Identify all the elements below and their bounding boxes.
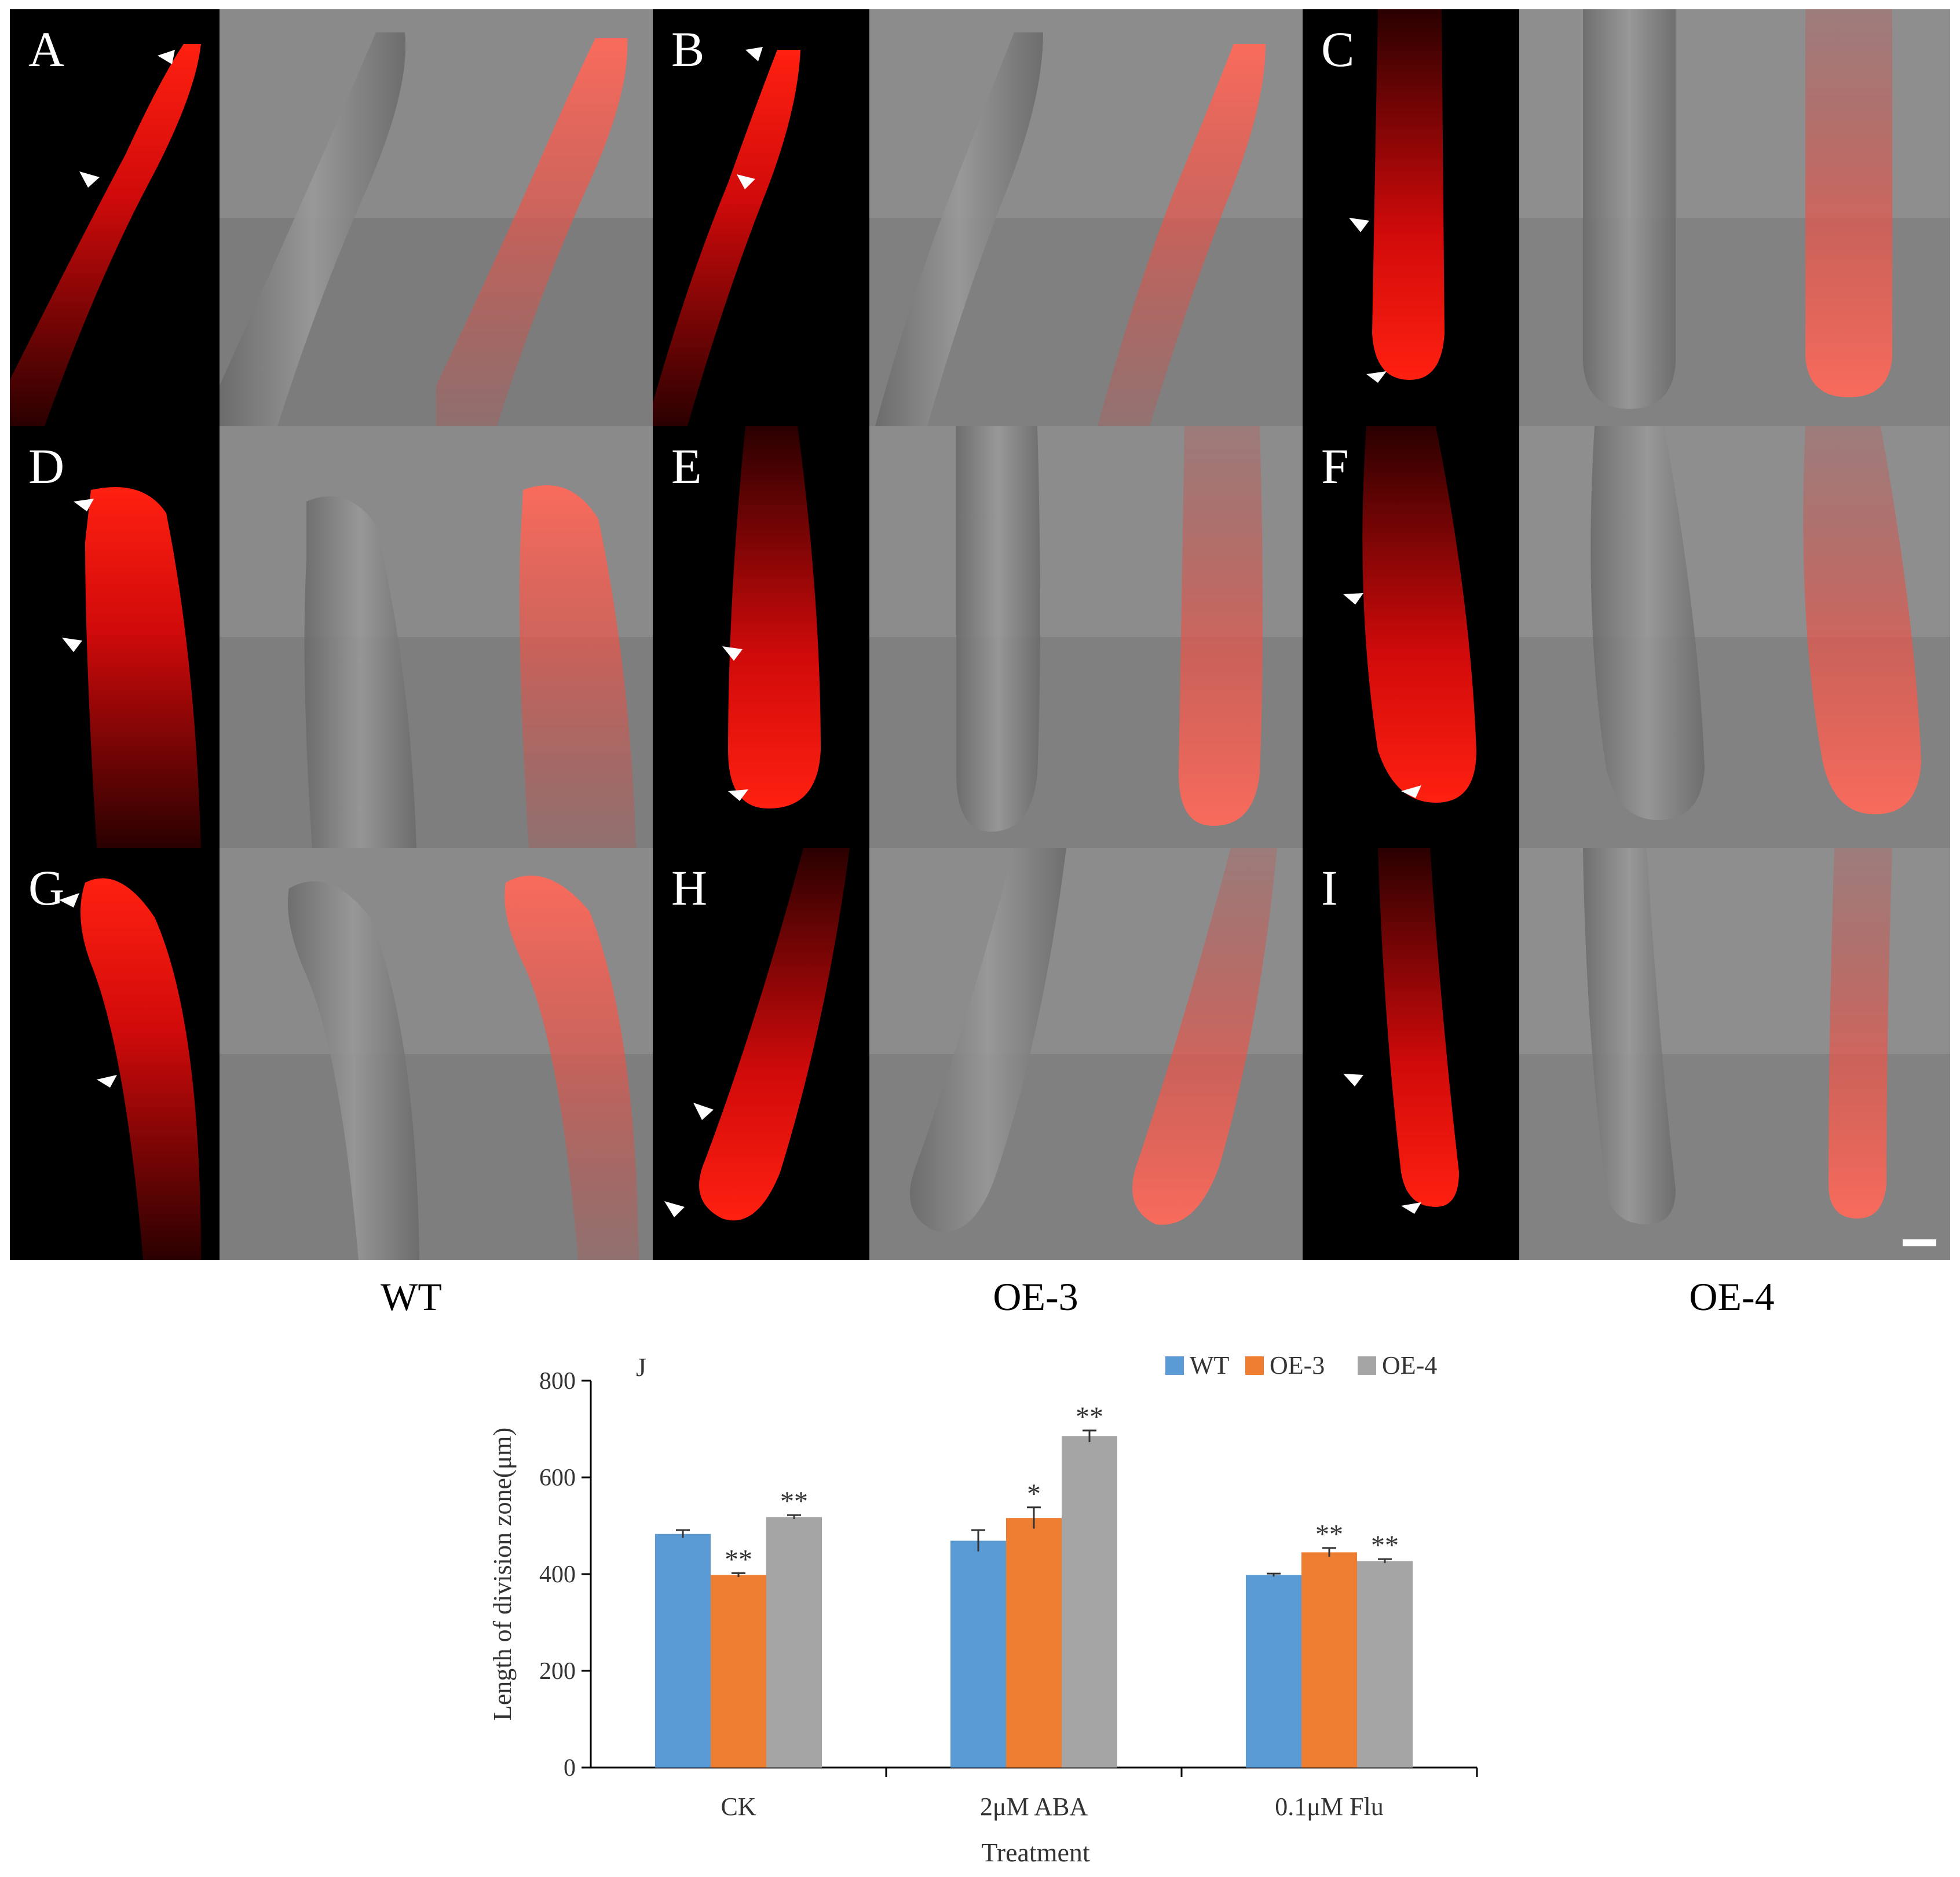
- x-axis-title: Treatment: [981, 1838, 1090, 1867]
- panel-h-fluorescence: H: [653, 848, 869, 1260]
- y-axis-title: Length of division zone(μm): [488, 1428, 517, 1721]
- panel-label-c: C: [1321, 21, 1355, 77]
- legend-label: OE-3: [1270, 1351, 1325, 1380]
- panel-c-brightfield: [1519, 9, 1736, 426]
- panel-a-fluorescence: A: [10, 9, 220, 426]
- panel-label-b: B: [671, 21, 705, 77]
- panel-h-merged: [1086, 848, 1303, 1260]
- panel-f-merged: [1736, 426, 1950, 848]
- significance-marker: *: [1027, 1479, 1041, 1509]
- legend-swatch: [1245, 1356, 1264, 1375]
- panel-label-f: F: [1321, 438, 1349, 494]
- x-tick-label: CK: [721, 1792, 756, 1821]
- bar-oe4-1: [1062, 1436, 1117, 1768]
- scale-bar: [1903, 1239, 1936, 1246]
- y-tick-label: 800: [539, 1368, 576, 1395]
- panel-label-d: D: [28, 438, 65, 494]
- panel-g-fluorescence: G: [10, 848, 220, 1260]
- panel-i-merged: [1736, 848, 1950, 1260]
- panel-a-brightfield: [220, 9, 436, 426]
- panel-e-fluorescence: E: [653, 426, 869, 848]
- y-tick-label: 0: [564, 1755, 576, 1781]
- panel-f-brightfield: [1519, 426, 1736, 848]
- y-tick-label: 400: [539, 1561, 576, 1588]
- bar-oe3-0: [711, 1575, 766, 1768]
- panel-e-merged: [1086, 426, 1303, 848]
- significance-marker: **: [780, 1486, 808, 1517]
- panel-d-merged: [436, 426, 653, 848]
- bar-wt-1: [950, 1541, 1006, 1768]
- bar-wt-2: [1246, 1575, 1301, 1768]
- micrograph-grid: A B: [10, 9, 1950, 1260]
- panel-label-e: E: [671, 438, 702, 494]
- panel-i-fluorescence: I: [1303, 848, 1519, 1260]
- panel-label-h: H: [671, 860, 708, 916]
- panel-c-fluorescence: C: [1303, 9, 1519, 426]
- panel-b-merged: [1086, 9, 1303, 426]
- legend-swatch: [1358, 1356, 1376, 1375]
- panel-c-merged: [1736, 9, 1950, 426]
- y-tick-label: 200: [539, 1658, 576, 1685]
- group-label-oe3: OE-3: [993, 1275, 1078, 1319]
- panel-g-merged: [436, 848, 653, 1260]
- bar-wt-0: [655, 1534, 711, 1768]
- significance-marker: **: [725, 1544, 752, 1575]
- panel-g-brightfield: [220, 848, 436, 1260]
- bar-oe4-0: [766, 1517, 822, 1768]
- x-tick-label: 0.1μM Flu: [1275, 1792, 1383, 1821]
- legend-swatch: [1165, 1356, 1184, 1375]
- panel-h-brightfield: [869, 848, 1086, 1260]
- x-tick-label: 2μM ABA: [980, 1792, 1088, 1821]
- panel-f-fluorescence: F: [1303, 426, 1519, 848]
- panel-label-a: A: [28, 21, 65, 77]
- panel-b-fluorescence: B: [653, 9, 869, 426]
- significance-marker: **: [1371, 1530, 1399, 1561]
- group-label-wt: WT: [381, 1275, 442, 1319]
- panel-label-j: J: [636, 1352, 646, 1382]
- bar-oe4-2: [1357, 1561, 1413, 1768]
- panel-b-brightfield: [869, 9, 1086, 426]
- significance-marker: **: [1076, 1402, 1103, 1432]
- legend-label: OE-4: [1382, 1351, 1437, 1380]
- bar-oe3-1: [1006, 1518, 1062, 1768]
- panel-label-g: G: [28, 860, 65, 916]
- y-tick-label: 600: [539, 1465, 576, 1491]
- bar-oe3-2: [1301, 1552, 1357, 1768]
- group-label-oe4: OE-4: [1689, 1275, 1775, 1319]
- legend-label: WT: [1190, 1351, 1230, 1380]
- panel-d-fluorescence: D: [10, 426, 220, 848]
- panel-a-merged: [436, 9, 653, 426]
- significance-marker: **: [1315, 1519, 1343, 1550]
- panel-e-brightfield: [869, 426, 1086, 848]
- panel-d-brightfield: [220, 426, 436, 848]
- panel-label-i: I: [1321, 860, 1338, 916]
- panel-i-brightfield: [1519, 848, 1736, 1260]
